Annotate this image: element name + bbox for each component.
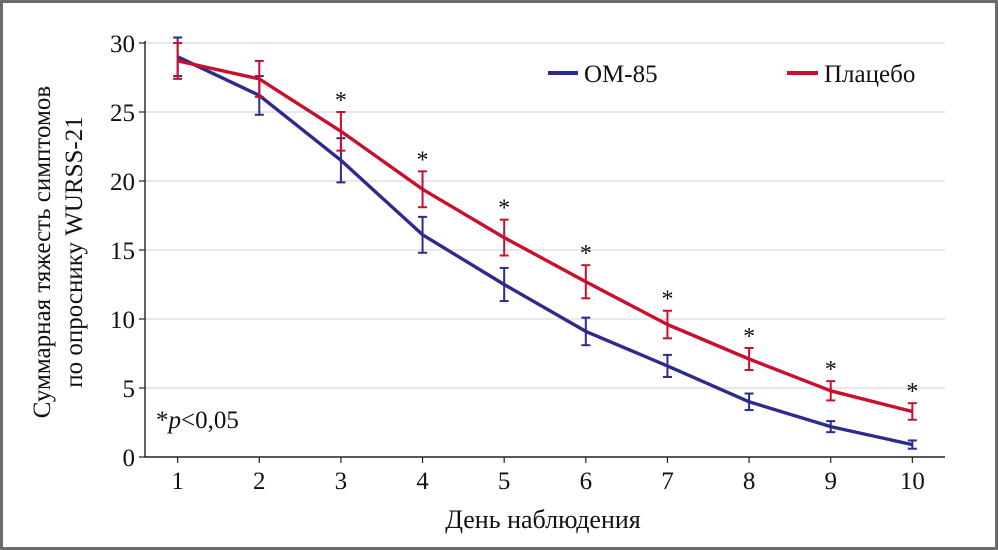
- error-bar-s2-x1: [173, 42, 183, 80]
- p-value-annotation: *p<0,05: [156, 407, 239, 434]
- x-tick-label-1: 1: [171, 468, 184, 495]
- x-tick-label-6: 6: [580, 468, 593, 495]
- x-tick-label-8: 8: [743, 468, 756, 495]
- x-tick-label-2: 2: [253, 468, 266, 495]
- y-tick-labels: 0 5 10 15 20 25 30: [110, 31, 135, 472]
- error-bar-s2-x2: [254, 59, 264, 98]
- error-bar-s2-x4: [418, 170, 428, 209]
- significance-star-day-10: *: [906, 379, 918, 405]
- significance-star-day-7: *: [661, 287, 673, 313]
- error-bar-s1-x10: [907, 439, 917, 450]
- x-tick-label-7: 7: [661, 468, 674, 495]
- error-bar-s2-x5: [499, 218, 509, 257]
- error-bar-s1-x4: [418, 215, 428, 254]
- y-tick-label-15: 15: [110, 238, 135, 265]
- error-bar-s1-x5: [499, 266, 509, 303]
- y-tick-label-0: 0: [123, 445, 136, 472]
- y-tick-label-30: 30: [110, 31, 135, 58]
- significance-markers: * * * * * * * *: [335, 88, 918, 405]
- legend: ОМ-85 Плацебо: [548, 61, 915, 88]
- legend-label: Плацебо: [824, 61, 915, 88]
- error-bar-s2-x8: [744, 346, 754, 372]
- series-line-1: [176, 55, 913, 447]
- significance-star-day-9: *: [825, 357, 837, 383]
- y-tick-label-5: 5: [123, 376, 136, 403]
- error-bar-s2-x7: [662, 309, 672, 340]
- y-tick-label-10: 10: [110, 307, 135, 334]
- x-tick-label-9: 9: [824, 468, 837, 495]
- error-bar-s2-x3: [336, 111, 346, 152]
- legend-item-2: Плацебо: [787, 61, 915, 88]
- significance-star-day-5: *: [498, 196, 510, 222]
- error-bar-s1-x9: [826, 420, 836, 434]
- significance-star-day-8: *: [743, 324, 755, 350]
- error-bar-s1-x7: [662, 353, 672, 378]
- x-tick-label-10: 10: [900, 468, 925, 495]
- y-axis-label-line1: Суммарная тяжесть симптомов: [29, 86, 56, 418]
- error-bar-s2-x9: [826, 380, 836, 402]
- significance-star-day-6: *: [580, 241, 592, 267]
- y-axis-label-line2: по опроснику WURSS-21: [61, 116, 88, 387]
- legend-label: ОМ-85: [584, 61, 658, 88]
- axes: [139, 41, 945, 463]
- x-tick-labels: 1 2 3 4 5 6 7 8 9 10: [171, 468, 924, 495]
- significance-star-day-4: *: [417, 147, 429, 173]
- x-axis-label: День наблюдения: [445, 505, 641, 534]
- significance-star-day-3: *: [335, 88, 347, 114]
- error-bar-s1-x8: [744, 392, 754, 412]
- gridlines: [145, 42, 945, 389]
- series-group: [173, 36, 917, 450]
- y-tick-label-20: 20: [110, 169, 135, 196]
- series-line-2: [177, 59, 913, 414]
- error-bar-s1-x6: [581, 316, 591, 347]
- error-bar-s2-x6: [581, 264, 591, 300]
- x-tick-label-4: 4: [416, 468, 429, 495]
- y-tick-label-25: 25: [110, 100, 135, 127]
- legend-item-1: ОМ-85: [548, 61, 658, 88]
- error-bar-s2-x10: [907, 402, 917, 421]
- x-tick-label-5: 5: [498, 468, 511, 495]
- x-tick-label-3: 3: [335, 468, 348, 495]
